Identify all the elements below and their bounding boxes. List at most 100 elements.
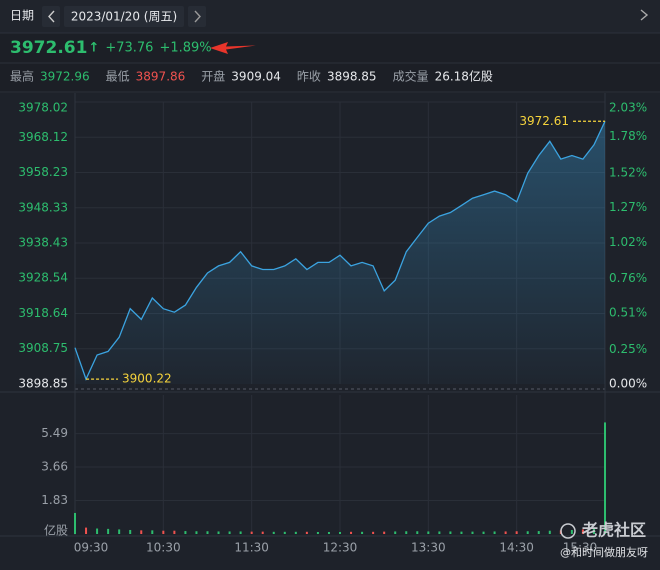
volume-bar — [460, 531, 463, 534]
volume-bar — [482, 531, 485, 534]
volume-bar — [383, 531, 386, 534]
y2-tick-label: 0.51% — [609, 306, 647, 320]
date-label: 日期 — [10, 9, 34, 23]
y-tick-label: 3908.75 — [18, 341, 68, 355]
volume-bar — [493, 531, 496, 534]
y2-tick-label: 1.02% — [609, 235, 647, 249]
volume-tick-label: 亿股 — [44, 523, 68, 538]
y-tick-label: 3968.12 — [18, 130, 68, 144]
price-line — [74, 121, 606, 381]
y-tick-label: 3898.85 — [18, 377, 68, 391]
volume-bar — [272, 531, 275, 534]
x-tick-label: 14:30 — [499, 541, 534, 555]
callout-arrow — [210, 42, 256, 54]
next-icon — [194, 10, 201, 23]
date-box[interactable] — [64, 6, 184, 27]
stat-value: 3897.86 — [136, 70, 186, 84]
y-tick-label: 3958.23 — [18, 165, 68, 179]
watermark-logo — [560, 523, 576, 539]
volume-bar — [504, 531, 507, 534]
stat-value: 3972.96 — [40, 70, 90, 84]
volume-bar — [570, 529, 573, 534]
volume-bar — [548, 530, 551, 534]
stat-label: 昨收 — [297, 70, 321, 84]
volume-bar — [184, 531, 187, 534]
volume-bar — [350, 531, 353, 534]
volume-bar — [471, 531, 474, 534]
volume-bar — [327, 531, 330, 534]
volume-bar — [361, 531, 364, 534]
volume-bar — [526, 531, 529, 534]
y-tick-label: 3948.33 — [18, 200, 68, 214]
expand-icon[interactable] — [640, 9, 649, 21]
volume-bar — [294, 531, 297, 534]
x-tick-label: 13:30 — [411, 541, 446, 555]
x-tick-label: 12:30 — [323, 541, 358, 555]
stat-value: 26.18亿股 — [435, 69, 493, 84]
stat-label: 开盘 — [201, 69, 225, 84]
volume-bar — [206, 531, 209, 534]
watermark-user: @和时间做朋友呀 — [560, 545, 648, 559]
volume-bar — [581, 529, 584, 534]
stat-value: 3898.85 — [327, 70, 377, 84]
volume-bar — [537, 531, 540, 534]
volume-bar — [250, 531, 253, 534]
volume-bar — [316, 531, 319, 534]
stat-label: 最低 — [106, 70, 130, 84]
y2-tick-label: 1.78% — [609, 129, 647, 143]
next-day-button[interactable] — [188, 6, 206, 27]
watermark-brand: 老虎社区 — [581, 521, 646, 540]
y-tick-label: 3918.64 — [18, 306, 68, 320]
y2-tick-label: 2.03% — [609, 101, 647, 115]
y2-tick-label: 1.52% — [609, 165, 647, 179]
volume-bar — [604, 422, 606, 534]
annotation-label: 3972.61 — [519, 114, 569, 128]
volume-bar — [217, 531, 220, 534]
volume-bar — [339, 531, 341, 534]
volume-bar — [228, 531, 231, 534]
date: 2023/01/20 (周五) — [71, 10, 177, 24]
volume-bar — [394, 531, 397, 534]
y2-tick-label: 1.27% — [609, 200, 647, 214]
volume-bar — [195, 531, 198, 534]
volume-bar — [162, 530, 165, 534]
y2-tick-label: 0.25% — [609, 342, 647, 356]
prev-icon — [48, 10, 55, 23]
volume-bar — [173, 530, 176, 534]
y2-tick-label: 0.76% — [609, 271, 647, 285]
volume-bar — [372, 531, 375, 534]
volume-bar — [261, 531, 264, 534]
volume-bar — [405, 531, 408, 534]
volume-bar — [151, 530, 154, 534]
volume-tick-label: 3.66 — [41, 460, 68, 474]
prev-day-button[interactable] — [42, 6, 60, 27]
volume-bar — [438, 531, 441, 534]
stats-row: 最高 3972.96 最低 3897.86 开盘 3909.04 昨收 3898.85 成交量 2… — [10, 69, 493, 84]
chart: 09:30 10:30 11:30 12:30 13:30 14:30 15:30 3898.… — [0, 93, 660, 555]
change-percent: +1.89% — [159, 41, 211, 56]
stat-label: 成交量 — [393, 69, 429, 84]
volume-bar — [107, 528, 110, 534]
area — [75, 121, 605, 385]
x-tick-label: 09:30 — [74, 541, 109, 555]
y-tick-label: 3928.54 — [18, 271, 68, 285]
volume-bar — [118, 529, 121, 534]
volume-bar — [592, 528, 595, 534]
volume-bar — [140, 530, 143, 534]
volume-bar — [74, 512, 76, 534]
x-tick-label: 10:30 — [146, 541, 181, 555]
y-tick-label: 3938.43 — [18, 236, 68, 250]
volume-tick-label: 1.83 — [41, 493, 68, 507]
price-arrow: ↑ — [88, 41, 99, 56]
y2-tick-label: 0.00% — [609, 377, 647, 391]
volume-bar — [449, 531, 452, 534]
y-tick-label: 3978.02 — [18, 101, 68, 115]
volume-bar — [129, 529, 132, 534]
volume-bar — [427, 531, 430, 534]
stat-value: 3909.04 — [231, 70, 281, 84]
x-tick-label: 15:30 — [563, 541, 598, 555]
volume-bar — [239, 531, 242, 534]
volume-bar — [416, 531, 419, 534]
volume-bar — [515, 531, 518, 534]
